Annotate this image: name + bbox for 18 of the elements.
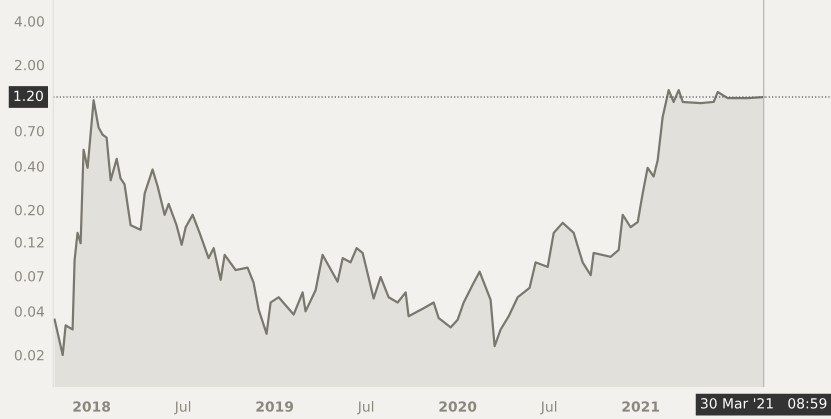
x-tick-label: 2018 xyxy=(73,401,110,412)
y-tick-label: 0.04 xyxy=(14,306,44,317)
x-tick-label: 2021 xyxy=(622,401,660,412)
x-tick-label: 2020 xyxy=(439,401,476,412)
ref-line-label: 1.20 xyxy=(14,90,43,102)
x-tick-label: Jul xyxy=(540,401,556,414)
x-tick-label: Jul xyxy=(357,401,374,414)
y-tick-label: 4.00 xyxy=(14,16,44,27)
y-tick-label: 0.40 xyxy=(14,161,44,172)
text: 30 Mar '21 08:59 xyxy=(700,398,826,409)
y-tick-label: 0.70 xyxy=(14,126,44,136)
y-tick-label: 2.00 xyxy=(14,60,44,70)
y-tick-label: 0.07 xyxy=(14,271,44,282)
x-tick-label: Jul xyxy=(174,401,190,414)
y-tick-label: 0.02 xyxy=(14,350,44,360)
y-tick-label: 0.12 xyxy=(14,237,44,248)
y-tick-label: 0.20 xyxy=(14,204,44,216)
x-tick-label: 2019 xyxy=(256,401,294,412)
